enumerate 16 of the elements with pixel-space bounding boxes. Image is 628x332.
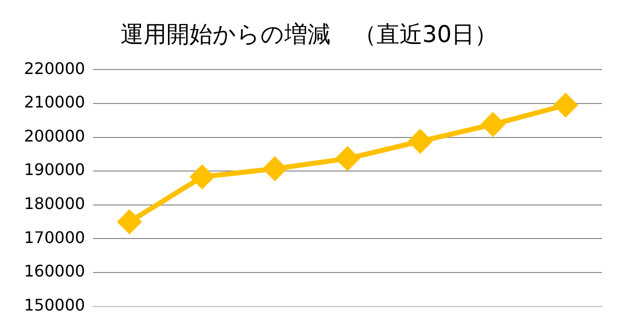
- point: [263, 157, 286, 180]
- point: [554, 94, 578, 117]
- point: [408, 130, 432, 153]
- chart-title: 運用開始からの増減 （直近30日）: [120, 22, 498, 48]
- point: [336, 147, 360, 170]
- point: [118, 210, 141, 234]
- point: [190, 165, 214, 188]
- y-tick-label: 150000: [24, 296, 86, 315]
- y-tick-label: 180000: [24, 194, 86, 214]
- y-tick-label: 160000: [24, 262, 86, 281]
- y-tick-label: 210000: [24, 92, 86, 112]
- point: [481, 112, 504, 136]
- y-tick-label: 200000: [24, 126, 86, 146]
- y-tick-label: 220000: [24, 58, 86, 78]
- y-tick-label: 170000: [24, 228, 86, 247]
- y-tick-label: 190000: [24, 160, 86, 180]
